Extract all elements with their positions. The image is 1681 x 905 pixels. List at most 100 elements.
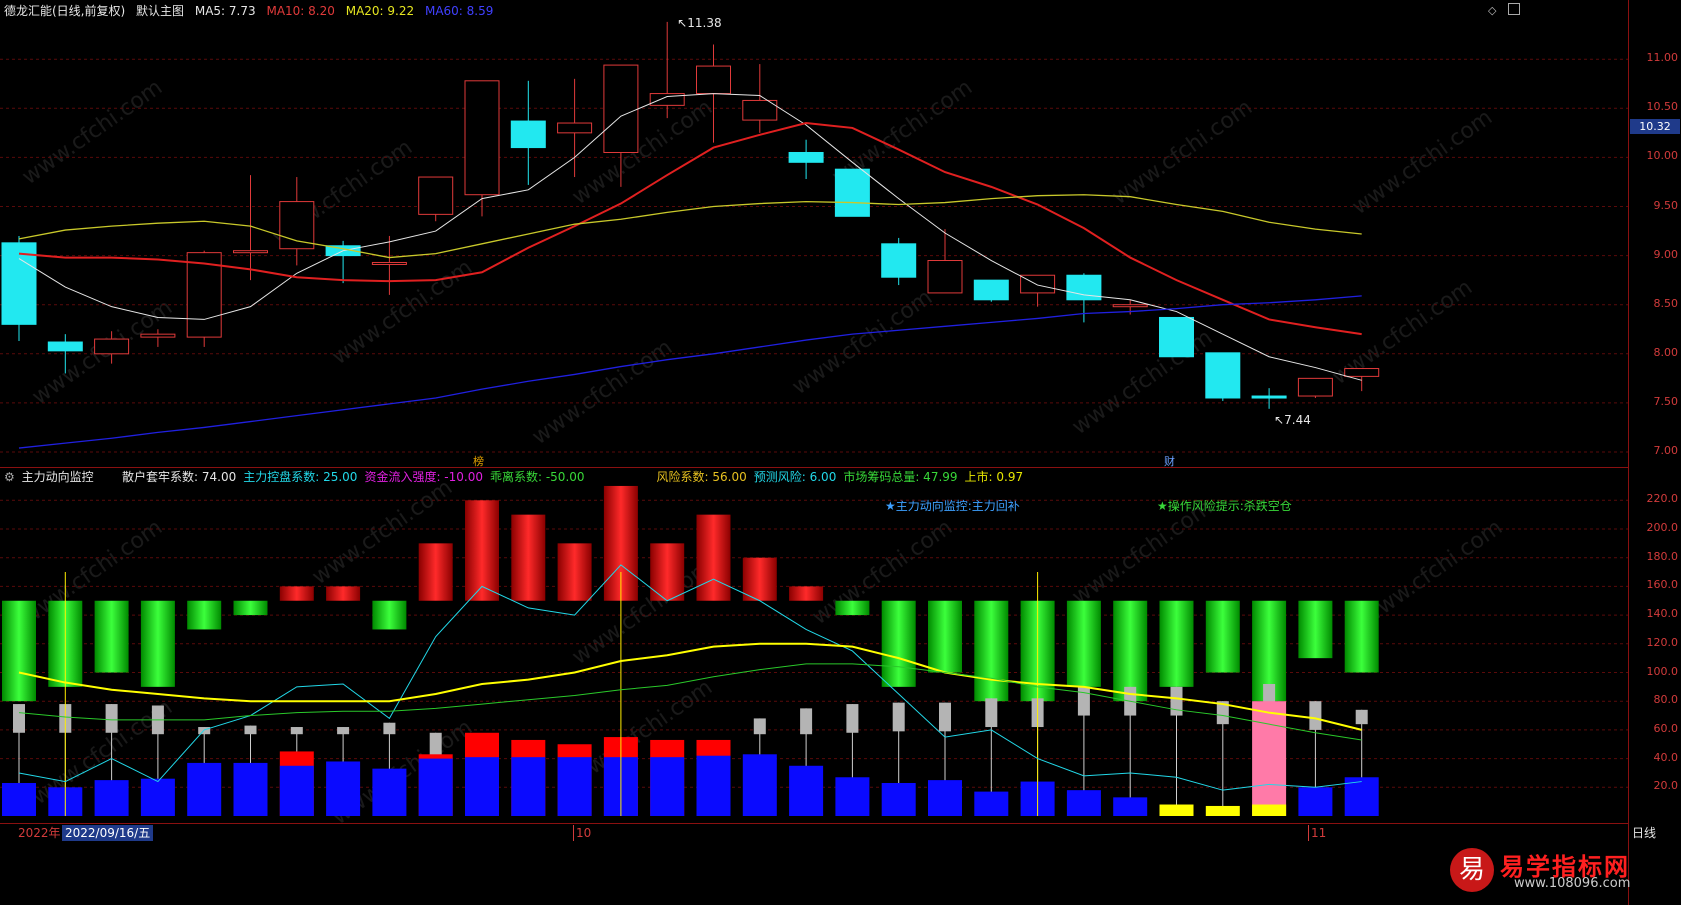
blue-bar[interactable] [835, 777, 870, 816]
inflow-bar[interactable] [326, 586, 361, 601]
candle[interactable] [1297, 377, 1333, 397]
candle[interactable] [881, 243, 917, 278]
ma5-label: MA5: 7.73 [194, 4, 256, 18]
candle[interactable] [140, 333, 176, 338]
blue-bar[interactable] [326, 761, 361, 816]
outflow-bar[interactable] [140, 600, 175, 687]
outflow-bar[interactable] [1344, 600, 1379, 673]
candle[interactable] [47, 341, 83, 352]
main-force-indicator-chart[interactable] [0, 485, 1628, 821]
candle[interactable] [649, 93, 685, 106]
candle[interactable] [418, 176, 454, 215]
blue-bar[interactable] [465, 757, 499, 816]
candle[interactable] [1251, 395, 1287, 399]
inflow-bar[interactable] [511, 514, 546, 601]
candle[interactable] [1020, 274, 1056, 294]
blue-bar[interactable] [372, 768, 407, 816]
indicator-value: 上市: 0.97 [964, 470, 1024, 484]
stock-title[interactable]: 德龙汇能(日线,前复权) [4, 4, 126, 18]
outflow-bar[interactable] [1159, 600, 1194, 687]
outflow-bar[interactable] [372, 600, 407, 630]
candle[interactable] [1, 242, 37, 325]
panel-divider[interactable] [0, 467, 1628, 468]
blue-bar[interactable] [650, 757, 685, 816]
blue-bar[interactable] [187, 762, 222, 816]
outflow-bar[interactable] [928, 600, 962, 673]
candle[interactable] [927, 260, 963, 294]
outflow-bar[interactable] [974, 600, 1009, 702]
inflow-bar[interactable] [279, 586, 314, 601]
blue-bar[interactable] [974, 791, 1009, 816]
candle[interactable] [973, 279, 1009, 301]
outflow-bar[interactable] [187, 600, 222, 630]
maximize-icon[interactable] [1508, 3, 1520, 15]
diamond-icon[interactable]: ◇ [1488, 4, 1497, 17]
blue-bar[interactable] [742, 754, 777, 816]
outflow-bar[interactable] [2, 600, 36, 702]
candle[interactable] [371, 261, 407, 265]
candle[interactable] [603, 64, 639, 153]
outflow-bar[interactable] [1113, 600, 1148, 702]
blue-bar[interactable] [789, 765, 824, 816]
blue-bar[interactable] [418, 758, 453, 816]
candle[interactable] [834, 168, 870, 217]
ma-line-ma5 [18, 93, 1362, 381]
candle[interactable] [1344, 368, 1380, 377]
yellow-bar [1205, 805, 1240, 816]
period-label[interactable]: 日线 [1632, 826, 1657, 840]
blue-bar[interactable] [696, 755, 731, 816]
outflow-bar[interactable] [1066, 600, 1101, 687]
blue-bar[interactable] [557, 757, 592, 816]
chart-template-label[interactable]: 默认主图 [136, 4, 185, 18]
candle[interactable] [1112, 304, 1148, 308]
blue-bar[interactable] [928, 780, 962, 816]
blue-bar[interactable] [279, 765, 314, 816]
outflow-bar[interactable] [1205, 600, 1240, 673]
inflow-bar[interactable] [465, 500, 499, 601]
blue-bar[interactable] [1113, 797, 1148, 816]
blue-bar[interactable] [1298, 787, 1333, 816]
candle[interactable] [279, 201, 315, 250]
blue-bar[interactable] [1066, 790, 1101, 816]
inflow-bar[interactable] [557, 543, 592, 601]
blue-bar[interactable] [233, 762, 268, 816]
gray-bar [985, 698, 998, 728]
candle[interactable] [696, 65, 731, 95]
candle[interactable] [186, 252, 222, 338]
candle[interactable] [464, 80, 500, 196]
indicator-value: 风险系数: 56.00 [656, 470, 747, 484]
indicator-title[interactable]: 主力动向监控 [21, 470, 94, 484]
outflow-bar[interactable] [94, 600, 129, 673]
inflow-bar[interactable] [650, 543, 685, 601]
blue-bar[interactable] [511, 757, 546, 816]
outflow-bar[interactable] [1298, 600, 1333, 659]
candlestick-chart[interactable]: ↖11.38 ↖7.44 [0, 0, 1628, 468]
candle[interactable] [1205, 352, 1241, 399]
inflow-bar[interactable] [418, 543, 453, 601]
blue-bar[interactable] [881, 782, 916, 816]
candle[interactable] [94, 338, 130, 355]
blue-bar[interactable] [94, 780, 129, 816]
candle[interactable] [742, 99, 778, 121]
candle[interactable] [1159, 316, 1194, 358]
candle[interactable] [557, 122, 593, 134]
blue-bar[interactable] [140, 778, 175, 816]
gray-bar [290, 727, 303, 735]
blue-bar[interactable] [1344, 777, 1379, 816]
candle[interactable] [233, 250, 268, 254]
indicator-value: 乖离系数: -50.00 [489, 470, 585, 484]
price-tick: 10.00 [1646, 149, 1679, 163]
outflow-bar[interactable] [835, 600, 870, 616]
inflow-bar[interactable] [789, 586, 824, 601]
inflow-bar[interactable] [696, 514, 731, 601]
candle[interactable] [510, 120, 546, 149]
settings-icon[interactable]: ⚙ [4, 470, 15, 484]
marker-cai[interactable]: 财 [1164, 455, 1175, 468]
indicator-tick: 100.0 [1646, 664, 1679, 678]
candle[interactable] [788, 151, 824, 163]
outflow-bar[interactable] [233, 600, 268, 616]
outflow-bar[interactable] [881, 600, 916, 687]
blue-bar[interactable] [2, 782, 36, 816]
marker-bang[interactable]: 榜 [473, 455, 484, 468]
inflow-bar[interactable] [742, 557, 777, 601]
